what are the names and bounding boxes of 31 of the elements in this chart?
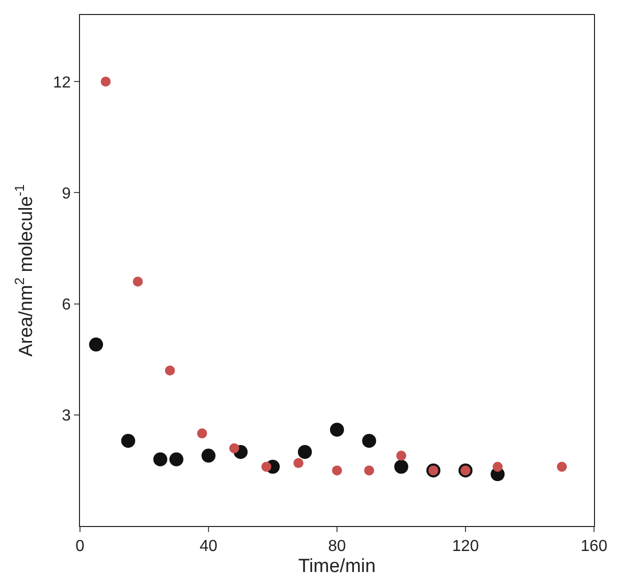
y-tick-label: 6 bbox=[62, 296, 71, 314]
x-tick-label: 40 bbox=[200, 538, 218, 556]
x-axis-title: Time/min bbox=[298, 556, 376, 577]
y-tick-label: 9 bbox=[62, 185, 71, 202]
point bbox=[164, 365, 175, 376]
x-tick-label: 120 bbox=[452, 538, 479, 556]
point bbox=[556, 462, 567, 472]
point bbox=[394, 460, 408, 474]
point bbox=[197, 428, 208, 438]
x-tick-label: 160 bbox=[580, 538, 608, 556]
point bbox=[202, 448, 216, 463]
y-tick-label: 12 bbox=[53, 74, 71, 92]
point bbox=[132, 276, 143, 287]
point bbox=[293, 458, 304, 468]
point bbox=[89, 338, 104, 352]
point bbox=[362, 434, 376, 448]
point bbox=[396, 450, 406, 461]
point bbox=[169, 452, 184, 466]
point bbox=[229, 443, 240, 454]
point bbox=[121, 434, 136, 448]
point bbox=[332, 465, 342, 476]
point bbox=[100, 76, 111, 87]
point bbox=[153, 452, 168, 466]
y-tick-label: 3 bbox=[62, 408, 71, 425]
point bbox=[298, 444, 312, 459]
point bbox=[261, 462, 272, 472]
point bbox=[364, 465, 374, 476]
point bbox=[330, 422, 344, 437]
x-tick-label: 0 bbox=[76, 538, 85, 556]
x-tick-label: 80 bbox=[328, 538, 346, 556]
point bbox=[492, 462, 503, 472]
